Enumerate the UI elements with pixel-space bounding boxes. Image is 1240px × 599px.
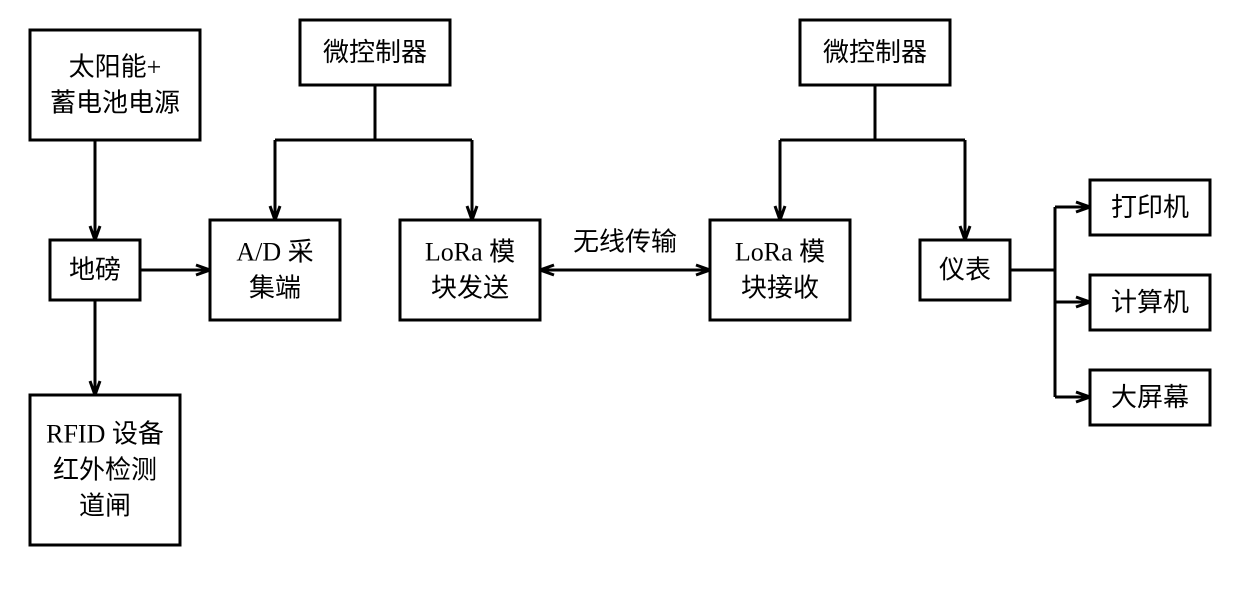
- edge-e_scale_rfid: [90, 300, 100, 395]
- edge-e_mcu1_to_ad: [270, 140, 280, 220]
- node-power: 太阳能+ 蓄电池电源: [30, 30, 200, 140]
- edge-e_to_printer: [1055, 202, 1090, 212]
- node-label-mcu2-line0: 微控制器: [823, 38, 927, 67]
- node-label-power-line0: 太阳能+: [69, 53, 162, 82]
- node-scale: 地磅: [50, 240, 140, 300]
- node-lora_tx: LoRa 模块发送: [400, 220, 540, 320]
- nodes-layer: 太阳能+蓄电池电源微控制器微控制器地磅A/D 采集端LoRa 模块发送LoRa …: [30, 20, 1210, 545]
- edge-e_to_screen: [1055, 392, 1090, 402]
- node-label-lora_tx-line1: 块发送: [431, 274, 509, 303]
- edge-e_to_computer: [1055, 297, 1090, 307]
- node-label-rfid-line2: 道闸: [79, 492, 131, 521]
- node-label-ad-line1: 集端: [249, 274, 301, 303]
- node-lora_rx: LoRa 模块接收: [710, 220, 850, 320]
- node-label-lora_rx-line1: 块接收: [741, 274, 819, 303]
- node-label-meter-line0: 仪表: [939, 256, 991, 285]
- edge-e_scale_ad: [140, 265, 210, 275]
- node-mcu2: 微控制器: [800, 20, 950, 85]
- node-ad: A/D 采集端: [210, 220, 340, 320]
- node-computer: 计算机: [1090, 275, 1210, 330]
- node-mcu1: 微控制器: [300, 20, 450, 85]
- node-label-printer-line0: 打印机: [1111, 193, 1189, 222]
- edge-e_wireless: 无线传输: [540, 228, 710, 276]
- node-label-rfid-line0: RFID 设备: [46, 420, 164, 449]
- node-label-scale-line0: 地磅: [69, 256, 121, 285]
- node-label-screen-line0: 大屏幕: [1111, 383, 1189, 412]
- node-label-computer-line0: 计算机: [1111, 288, 1189, 317]
- node-meter: 仪表: [920, 240, 1010, 300]
- node-label-ad-line0: A/D 采: [236, 238, 313, 267]
- node-rfid: RFID 设备红外检测道闸: [30, 395, 180, 545]
- node-label-lora_rx-line0: LoRa 模: [735, 238, 825, 267]
- edge-label-e_wireless: 无线传输: [573, 228, 677, 257]
- node-label-power-line1: 蓄电池电源: [50, 89, 180, 118]
- edge-e_mcu1_to_tx: [467, 140, 477, 220]
- node-label-rfid-line1: 红外检测: [53, 456, 157, 485]
- node-label-lora_tx-line0: LoRa 模: [425, 238, 515, 267]
- system-block-diagram: 无线传输太阳能+蓄电池电源微控制器微控制器地磅A/D 采集端LoRa 模块发送L…: [0, 0, 1240, 599]
- edge-e_mcu2_to_rx: [775, 140, 785, 220]
- edge-e_mcu2_to_meter: [960, 140, 970, 240]
- node-screen: 大屏幕: [1090, 370, 1210, 425]
- edge-e_power_scale: [90, 140, 100, 240]
- node-label-mcu1-line0: 微控制器: [323, 38, 427, 67]
- node-printer: 打印机: [1090, 180, 1210, 235]
